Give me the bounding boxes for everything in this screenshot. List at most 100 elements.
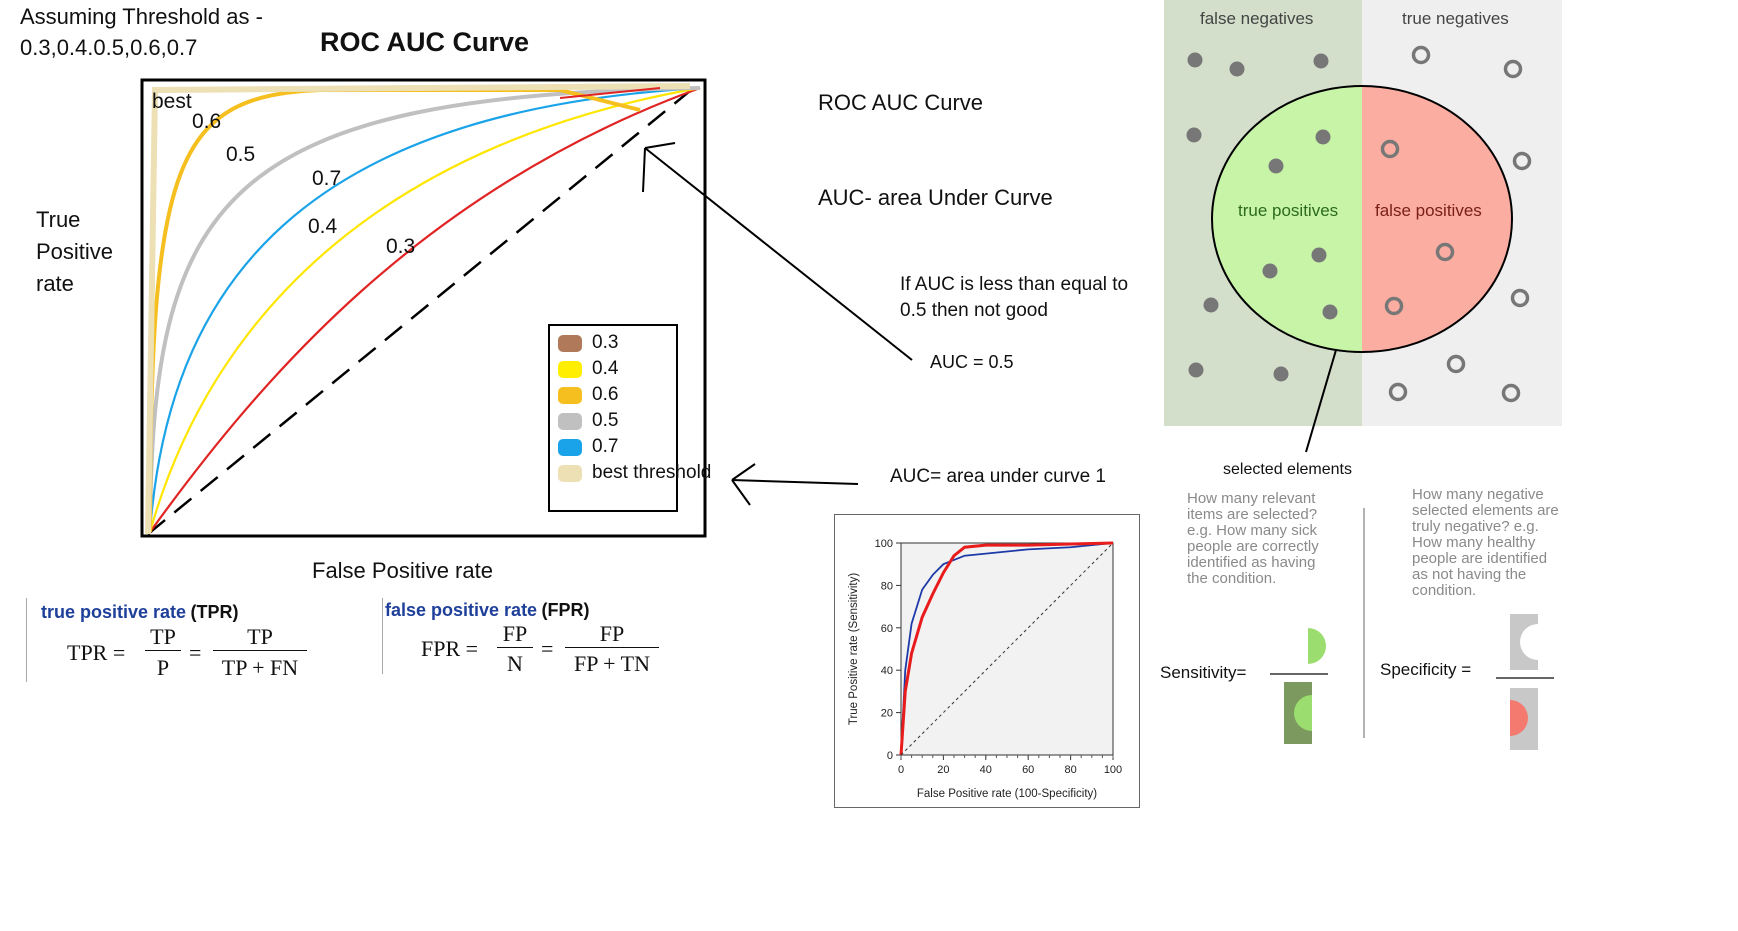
page-title: ROC AUC Curve — [320, 27, 530, 57]
dot — [1229, 61, 1245, 77]
dot — [1203, 297, 1219, 313]
random-classifier-diagonal — [147, 85, 697, 535]
curve-label-0.3: 0.3 — [386, 235, 416, 258]
tpr-formula-box: true positive rate (TPR) TPR = TP P = TP… — [26, 598, 311, 682]
fpr-num1: FP — [497, 621, 533, 648]
dot — [1262, 263, 1278, 279]
label-false-positives: false positives — [1375, 201, 1482, 220]
legend-item: 0.3 — [558, 332, 618, 356]
fpr-den2: FP + TN — [574, 651, 650, 676]
hollow-dot — [1512, 151, 1532, 171]
negative-dots — [1380, 45, 1532, 403]
false-positives-half — [1362, 86, 1512, 352]
curve-label-best: best — [152, 90, 192, 113]
hollow-dot — [1411, 45, 1431, 65]
curve-label-0.5: 0.5 — [226, 143, 256, 166]
true-positives-half — [1212, 86, 1362, 352]
dot — [1188, 362, 1204, 378]
y-tick-label: 60 — [881, 623, 893, 635]
note-auc-rule-1: If AUC is less than equal to — [900, 274, 1129, 295]
curve-label-0.7: 0.7 — [312, 167, 342, 190]
red-roc-series — [899, 541, 1114, 756]
specificity-bottom-half-icon — [1510, 700, 1528, 736]
curve-0.5 — [148, 86, 701, 533]
selected-pointer-line — [1305, 349, 1337, 453]
specificity-top-half-icon — [1520, 624, 1538, 660]
legend-swatch — [558, 438, 582, 456]
hollow-dot — [1501, 383, 1521, 403]
legend-item: 0.6 — [558, 384, 618, 408]
dot — [1315, 129, 1331, 145]
fpr-equals: = — [541, 636, 554, 661]
note-auc-rule-2: 0.5 then not good — [900, 300, 1048, 321]
legend-item: best threshold — [558, 462, 711, 486]
y-label-line: Positive — [36, 239, 114, 264]
threshold-values: 0.3,0.4.0.5,0.6,0.7 — [20, 35, 198, 60]
tpr-den2: TP + FN — [221, 655, 299, 680]
legend-swatch — [558, 464, 582, 482]
dot — [1311, 247, 1327, 263]
x-tick-label: 40 — [980, 764, 992, 776]
tpr-lhs-text: TPR — [67, 640, 108, 665]
x-tick-label: 0 — [898, 764, 904, 776]
x-tick-label: 60 — [1022, 764, 1034, 776]
label-false-negatives: false negatives — [1200, 9, 1314, 28]
small-chart-xlabel: False Positive rate (100-Specificity) — [917, 788, 1097, 800]
threshold-note: Assuming Threshold as - — [20, 4, 263, 29]
legend-label: 0.5 — [592, 410, 619, 431]
y-tick-label: 80 — [881, 580, 893, 592]
y-tick-label: 40 — [881, 665, 893, 677]
legend-item: 0.4 — [558, 358, 618, 382]
curve-0.3 — [149, 86, 701, 533]
curve-0.4 — [148, 86, 701, 533]
tpr-num2: TP — [213, 624, 307, 651]
legend-swatch — [558, 386, 582, 404]
selected-ellipse — [1211, 85, 1513, 353]
tpr-heading: true positive rate (TPR) — [41, 602, 239, 623]
hollow-dot — [1446, 354, 1466, 374]
sensitivity-question: How many relevant items are selected? e.… — [1187, 490, 1319, 587]
hollow-dot — [1380, 139, 1400, 159]
tpr-title: true positive rate — [41, 602, 187, 622]
legend-label: 0.4 — [592, 358, 619, 379]
y-tick-label: 100 — [875, 538, 893, 550]
small-roc-svg: 00 20 20 40 40 60 60 80 80 100 100 False Positive r… — [848, 538, 1122, 800]
dot — [1273, 366, 1289, 382]
legend-item: 0.5 — [558, 410, 618, 434]
x-axis-label: False Positive rate — [312, 558, 493, 583]
fpr-formula-box: false positive rate (FPR) FPR = FP N = F… — [382, 598, 661, 676]
curve-label-0.6: 0.6 — [192, 110, 222, 133]
x-tick-label: 100 — [1104, 764, 1122, 776]
curve-red-tail — [559, 87, 661, 99]
label-selected-elements: selected elements — [1223, 461, 1352, 478]
small-roc-chart: 0 0 20 20 40 40 60 60 80 80 100 100 False Positive r… — [834, 514, 1140, 808]
small-chart-ylabel: True Positive rate (Sensitivity) — [848, 573, 860, 725]
fpr-num2: FP — [565, 621, 659, 648]
label-true-negatives: true negatives — [1402, 9, 1509, 28]
y-tick-label: 0 — [887, 750, 893, 762]
sensitivity-bottom-half-icon — [1294, 695, 1312, 731]
curve-0.7 — [148, 86, 701, 533]
hollow-dot — [1510, 288, 1530, 308]
tpr-abbr: (TPR) — [190, 602, 239, 622]
fpr-abbr: (FPR) — [541, 600, 590, 620]
note-auc-half: AUC = 0.5 — [930, 352, 1014, 372]
dot — [1187, 52, 1203, 68]
x-tick-label: 20 — [937, 764, 949, 776]
label-true-positives: true positives — [1238, 201, 1339, 220]
sensitivity-label: Sensitivity= — [1160, 663, 1247, 682]
y-label-line: True — [36, 207, 81, 232]
fpr-lhs-text: FPR — [421, 636, 461, 661]
hollow-dot — [1435, 242, 1455, 262]
note-auc-one: AUC= area under curve 1 — [890, 466, 1106, 487]
fpr-lhs: FPR = — [421, 636, 479, 661]
sensitivity-top-half-icon — [1308, 628, 1326, 664]
curve-label-0.4: 0.4 — [308, 215, 338, 238]
hollow-dot — [1384, 296, 1404, 316]
dot — [1268, 158, 1284, 174]
legend-swatch — [558, 334, 582, 352]
tpr-num1: TP — [145, 624, 181, 651]
legend-label: 0.7 — [592, 436, 619, 457]
